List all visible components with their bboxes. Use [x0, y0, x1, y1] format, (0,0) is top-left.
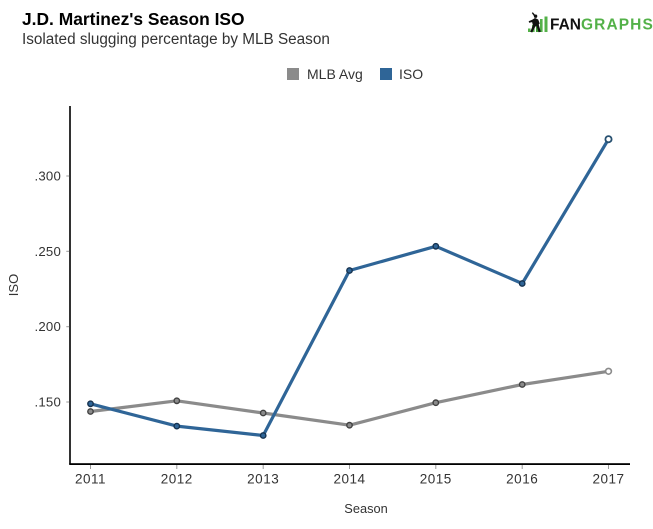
svg-text:ISO: ISO	[399, 66, 423, 82]
svg-text:FANGRAPHS: FANGRAPHS	[550, 17, 653, 34]
svg-text:Isolated slugging percentage b: Isolated slugging percentage by MLB Seas…	[22, 31, 330, 48]
svg-text:J.D. Martinez's Season ISO: J.D. Martinez's Season ISO	[22, 9, 245, 29]
svg-text:2016: 2016	[506, 472, 538, 487]
svg-text:2017: 2017	[592, 472, 624, 487]
svg-text:ISO: ISO	[6, 274, 21, 296]
svg-text:.150: .150	[35, 395, 61, 410]
svg-text:Season: Season	[344, 501, 387, 516]
svg-text:.300: .300	[35, 169, 61, 184]
svg-text:.200: .200	[35, 319, 61, 334]
svg-text:2013: 2013	[247, 472, 279, 487]
svg-text:2012: 2012	[161, 472, 193, 487]
svg-text:MLB Avg: MLB Avg	[307, 66, 363, 82]
svg-text:2011: 2011	[75, 472, 106, 487]
svg-text:2015: 2015	[420, 472, 452, 487]
svg-text:.250: .250	[35, 244, 61, 259]
svg-text:2014: 2014	[333, 472, 365, 487]
